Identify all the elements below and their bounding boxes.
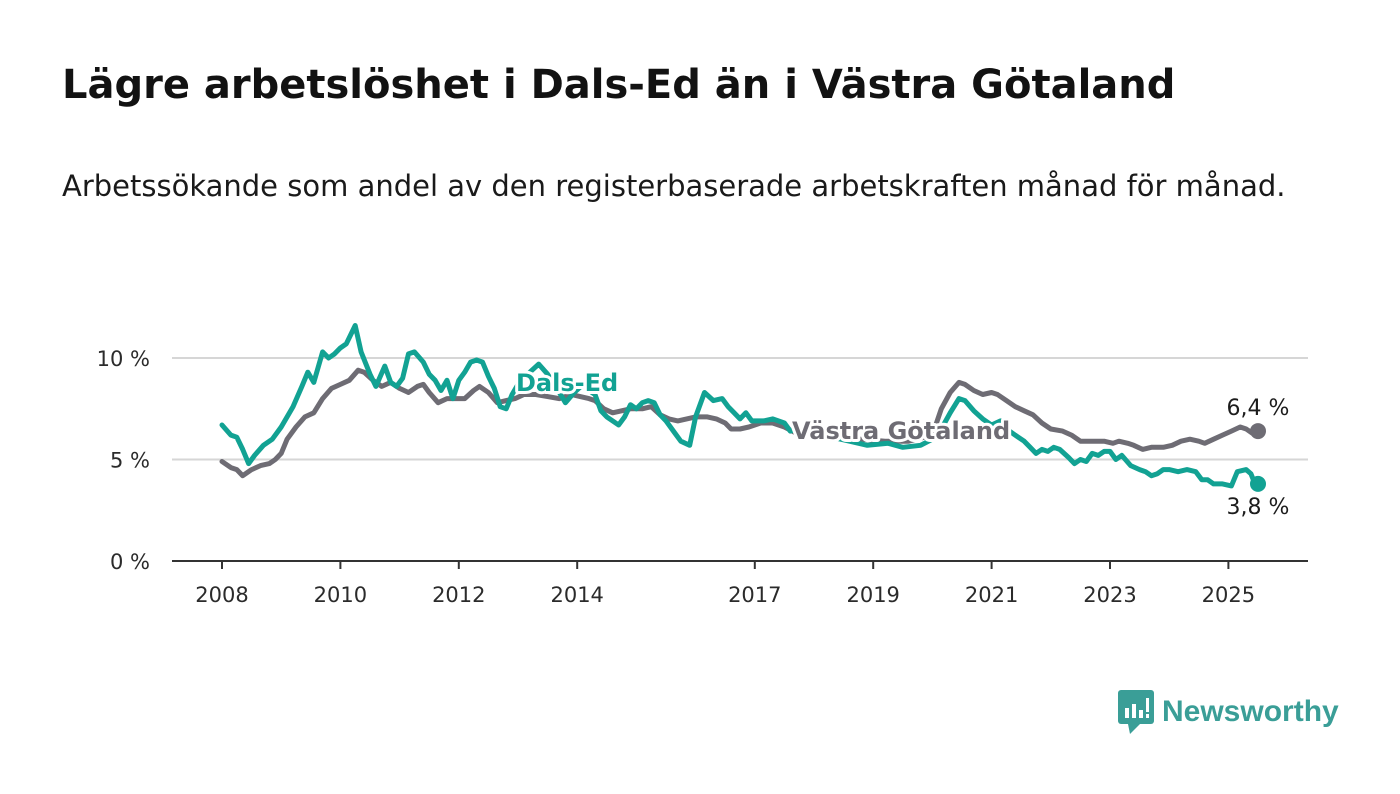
- page-title: Lägre arbetslöshet i Dals-Ed än i Västra…: [62, 62, 1176, 108]
- x-tick-label: 2014: [550, 583, 603, 607]
- x-tick-label: 2008: [195, 583, 248, 607]
- series-label-dals-ed: Dals-Ed: [516, 369, 618, 397]
- label-layer: Dals-Ed Västra Götaland 6,4 % 3,8 %: [513, 366, 1290, 520]
- y-tick-label: 5 %: [110, 449, 150, 473]
- grid-layer: [172, 357, 1308, 461]
- y-tick-label: 10 %: [97, 347, 150, 371]
- x-tick-label: 2017: [728, 583, 781, 607]
- series-line-vastra-gotaland: [219, 367, 1261, 479]
- x-tick-label: 2025: [1202, 583, 1255, 607]
- series-line-dals-ed: [219, 323, 1261, 489]
- brand-name: Newsworthy: [1162, 695, 1339, 728]
- series-layer: [219, 323, 1266, 492]
- x-tick-label: 2019: [846, 583, 899, 607]
- page-subtitle: Arbetssökande som andel av den registerb…: [62, 169, 1286, 203]
- newsworthy-logo-icon: [1118, 690, 1154, 734]
- x-tick-label: 2021: [965, 583, 1018, 607]
- series-label-vastra-gotaland: Västra Götaland: [792, 417, 1010, 445]
- x-tick-label: 2023: [1083, 583, 1136, 607]
- end-value-label-dals-ed: 3,8 %: [1227, 495, 1290, 520]
- newsworthy-logo: Newsworthy: [1118, 690, 1339, 734]
- axis-layer: 0 % 5 % 10 % 2008 2010 2012 2014 2017 2019 2021 20…: [97, 347, 1308, 607]
- y-tick-label: 0 %: [110, 550, 150, 574]
- x-tick-label: 2010: [314, 583, 367, 607]
- x-tick-label: 2012: [432, 583, 485, 607]
- series-end-point-dals-ed: [1250, 475, 1266, 492]
- series-end-point-vastra-gotaland: [1250, 423, 1266, 440]
- end-value-label-vastra-gotaland: 6,4 %: [1227, 396, 1290, 421]
